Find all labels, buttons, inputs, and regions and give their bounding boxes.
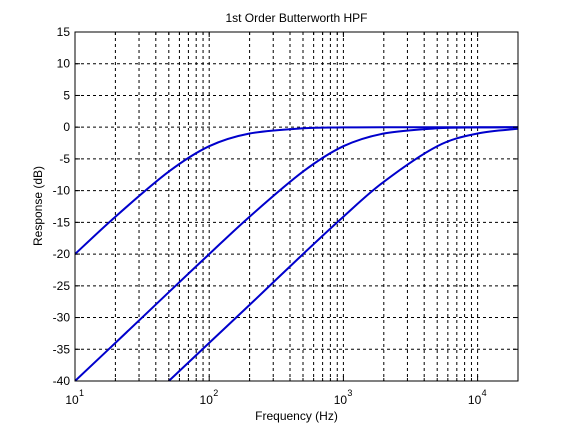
x-tick-label: 10 [65,393,79,407]
x-tick-exponent: 4 [482,388,487,398]
y-tick-labels: 15 10 5 0 -5 -10 -15 -20 -25 -30 -35 -40 [53,25,71,388]
x-tick-labels: 10 1 10 2 10 3 10 4 [65,388,486,407]
plot-frame [74,31,519,382]
x-tick-exponent: 3 [347,388,352,398]
y-tick-label: 10 [57,57,71,71]
x-tick-exponent: 1 [79,388,84,398]
y-tick-label: -20 [53,247,71,261]
y-tick-label: -15 [53,215,71,229]
chart-title: 1st Order Butterworth HPF [225,11,367,25]
y-tick-label: -35 [53,342,71,356]
y-tick-label: -10 [53,184,71,198]
series-line-3 [168,127,518,381]
y-axis-label: Response (dB) [31,166,45,246]
ticks [75,32,518,381]
grid [75,32,518,381]
series-group [75,126,518,381]
x-tick-exponent: 2 [213,388,218,398]
plot-area [75,32,518,381]
y-tick-label: -5 [59,152,70,166]
y-tick-label: 5 [63,88,70,102]
y-tick-label: -30 [53,311,71,325]
y-tick-label: -40 [53,374,71,388]
x-tick-label: 10 [334,393,348,407]
x-axis-label: Frequency (Hz) [255,409,338,423]
y-tick-label: 0 [63,120,70,134]
x-tick-label: 10 [468,393,482,407]
series-line-2 [75,126,518,381]
y-tick-label: 15 [57,25,71,39]
x-tick-label: 10 [200,393,214,407]
y-tick-label: -25 [53,279,71,293]
